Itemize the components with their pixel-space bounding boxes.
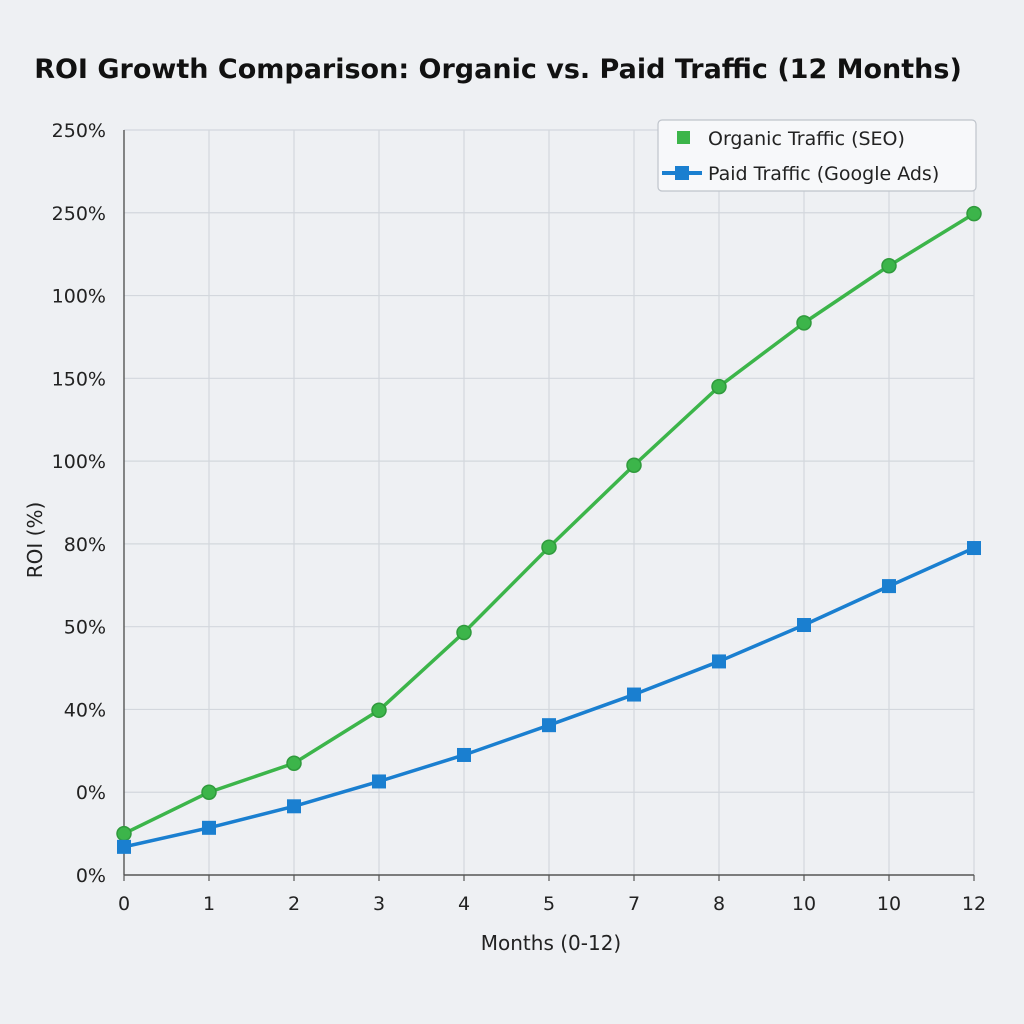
y-tick-label: 100% (52, 451, 106, 473)
data-point-paid (797, 618, 811, 633)
data-point-paid (202, 820, 216, 835)
series-group (116, 205, 982, 854)
data-point-paid (117, 839, 131, 854)
data-point-paid (542, 718, 556, 733)
y-tick-label: 50% (64, 617, 106, 639)
y-tick-label: 250% (52, 203, 106, 225)
data-point-paid (882, 579, 896, 594)
legend-organic-marker (677, 131, 690, 144)
data-point-organic (116, 825, 132, 842)
legend-paid-label: Paid Traffic (Google Ads) (708, 163, 939, 185)
data-point-organic (711, 378, 727, 395)
tick-labels: 0 1 2 3 4 5 7 8 10 10 120%0%40%50%80%100%150%100%2… (52, 120, 986, 915)
data-point-organic (286, 755, 302, 771)
y-tick-label: 150% (52, 368, 106, 390)
legend: Organic Traffic (SEO) Paid Traffic (Goog… (657, 119, 977, 192)
data-point-paid (627, 687, 641, 702)
y-tick-label: 80% (64, 534, 106, 556)
data-point-paid (372, 774, 386, 789)
data-point-paid (712, 654, 726, 669)
x-tick-label: 2 (288, 893, 300, 915)
x-tick-label: 0 (118, 893, 130, 915)
data-point-organic (966, 205, 982, 222)
data-point-organic (626, 457, 642, 473)
y-tick-label: 0% (76, 865, 106, 887)
legend-organic-label: Organic Traffic (SEO) (708, 128, 905, 150)
y-tick-label: 250% (52, 120, 106, 142)
y-axis-label: ROI (%) (23, 502, 47, 579)
legend-paid-marker (675, 166, 689, 180)
x-tick-label: 1 (203, 893, 215, 915)
x-tick-label: 8 (713, 893, 725, 915)
x-tick-label: 5 (543, 893, 555, 915)
x-tick-label: 7 (628, 893, 640, 915)
data-point-paid (967, 541, 981, 556)
axes (123, 130, 975, 881)
data-point-organic (201, 784, 217, 800)
x-tick-label: 4 (458, 893, 470, 915)
legend-box (657, 119, 977, 192)
x-tick-label: 10 (877, 893, 901, 915)
y-tick-label: 40% (64, 699, 106, 721)
data-point-paid (457, 747, 471, 762)
data-point-paid (287, 799, 301, 814)
x-tick-label: 12 (962, 893, 986, 915)
y-tick-label: 100% (52, 286, 106, 308)
chart-title: ROI Growth Comparison: Organic vs. Paid … (34, 54, 962, 85)
data-point-organic (371, 702, 387, 719)
grid (124, 129, 975, 875)
data-point-organic (456, 624, 472, 641)
x-axis-label: Months (0-12) (481, 931, 621, 955)
data-point-organic (541, 539, 557, 555)
x-tick-label: 10 (792, 893, 816, 915)
data-point-organic (881, 258, 897, 274)
x-tick-label: 3 (373, 893, 385, 915)
data-point-organic (796, 315, 812, 331)
y-tick-label: 0% (76, 782, 106, 804)
